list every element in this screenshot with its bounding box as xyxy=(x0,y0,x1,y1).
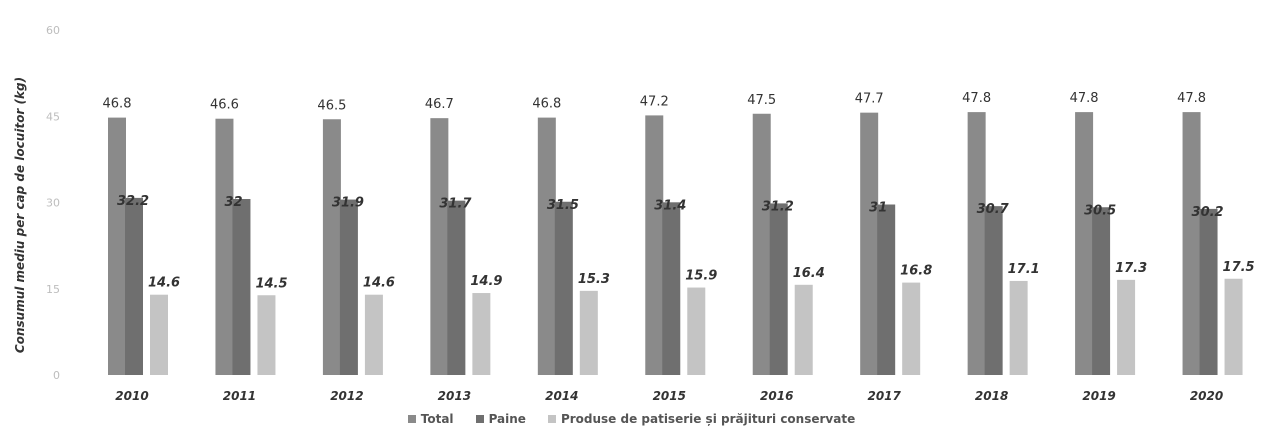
x-tick-label-2019: 2019 xyxy=(1082,389,1115,403)
bar-1-2018 xyxy=(984,206,1003,375)
legend-label-paine: Paine xyxy=(488,412,526,426)
data-label-2-2018: 17.1 xyxy=(1008,262,1040,277)
bar-2-2010 xyxy=(150,294,168,375)
bar-0-2016 xyxy=(752,113,771,375)
bar-1-2010 xyxy=(125,197,143,375)
data-label-2-2020: 17.5 xyxy=(1223,260,1255,275)
legend-item-total: Total xyxy=(407,412,454,426)
bar-1-2011 xyxy=(232,199,251,375)
y-tick-label-4: 60 xyxy=(46,24,60,37)
bar-2-2011 xyxy=(257,295,276,375)
bar-2-2017 xyxy=(902,282,921,375)
data-label-2-2019: 17.3 xyxy=(1115,261,1147,276)
data-label-1-2011: 32 xyxy=(224,195,242,210)
legend-item-paine: Paine xyxy=(475,412,526,426)
bar-2-2016 xyxy=(794,284,813,375)
data-label-0-2018: 47.8 xyxy=(962,91,991,106)
bar-0-2018 xyxy=(967,112,986,375)
data-label-1-2016: 31.2 xyxy=(762,199,794,214)
data-label-1-2019: 30.5 xyxy=(1084,203,1116,218)
legend-swatch-paine xyxy=(475,415,484,423)
data-label-0-2011: 46.6 xyxy=(210,98,239,113)
x-tick-label-2011: 2011 xyxy=(223,389,256,403)
y-axis-ticks: 0 15 30 45 60 xyxy=(46,24,60,382)
bar-2-2018 xyxy=(1009,280,1028,375)
bar-1-2013 xyxy=(447,200,466,375)
data-label-0-2012: 46.5 xyxy=(317,98,346,113)
data-label-0-2014: 46.8 xyxy=(532,97,561,112)
bar-0-2011 xyxy=(215,118,234,375)
bar-0-2010 xyxy=(108,117,126,375)
data-label-1-2010: 32.2 xyxy=(117,194,149,209)
data-label-0-2016: 47.5 xyxy=(747,93,776,108)
x-tick-label-2018: 2018 xyxy=(975,389,1008,403)
data-label-0-2020: 47.8 xyxy=(1177,91,1206,106)
bar-chart: Consumul mediu per cap de locuitor (kg) … xyxy=(13,24,1255,403)
legend-label-total: Total xyxy=(420,412,454,426)
bar-0-2019 xyxy=(1075,112,1094,375)
bar-1-2012 xyxy=(339,199,358,375)
y-tick-label-0: 0 xyxy=(53,369,60,382)
data-label-0-2015: 47.2 xyxy=(640,94,669,109)
bars-group xyxy=(108,112,1243,376)
legend-label-patiserie: Produse de patiserie și prăjituri conser… xyxy=(560,412,856,426)
legend: Total Paine Produse de patiserie și prăj… xyxy=(0,412,1263,426)
x-tick-label-2014: 2014 xyxy=(545,389,578,403)
y-tick-label-1: 15 xyxy=(46,283,60,296)
x-tick-label-2016: 2016 xyxy=(760,389,793,403)
data-labels-group: 46.8 32.2 14.6 46.6 32 14.5 46.5 31.9 14.6 46.7 31… xyxy=(103,91,1255,291)
x-tick-label-2017: 2017 xyxy=(867,389,901,403)
bar-1-2014 xyxy=(554,201,573,375)
bar-2-2014 xyxy=(579,290,598,375)
data-label-1-2015: 31.4 xyxy=(654,198,686,213)
data-label-1-2017: 31 xyxy=(869,201,887,216)
data-label-2-2013: 14.9 xyxy=(470,274,502,289)
legend-item-patiserie: Produse de patiserie și prăjituri conser… xyxy=(547,412,856,426)
legend-swatch-patiserie xyxy=(547,415,556,423)
x-tick-label-2013: 2013 xyxy=(438,389,471,403)
bar-1-2020 xyxy=(1199,208,1218,375)
data-label-2-2011: 14.5 xyxy=(255,276,287,291)
x-tick-label-2010: 2010 xyxy=(115,389,148,403)
bar-1-2015 xyxy=(662,202,681,375)
data-label-1-2012: 31.9 xyxy=(332,196,364,211)
bar-1-2017 xyxy=(877,204,896,375)
bar-0-2017 xyxy=(860,112,879,376)
bar-0-2020 xyxy=(1182,112,1201,375)
bar-0-2014 xyxy=(537,117,556,375)
data-label-1-2014: 31.5 xyxy=(547,198,579,213)
data-label-1-2013: 31.7 xyxy=(439,197,472,212)
data-label-2-2010: 14.6 xyxy=(148,276,180,291)
x-tick-label-2012: 2012 xyxy=(330,389,363,403)
y-axis-label: Consumul mediu per cap de locuitor (kg) xyxy=(13,77,27,353)
bar-0-2013 xyxy=(430,118,449,376)
data-label-2-2016: 16.4 xyxy=(793,266,825,281)
data-label-0-2010: 46.8 xyxy=(103,97,132,112)
bar-0-2015 xyxy=(645,115,664,376)
y-tick-label-2: 30 xyxy=(46,197,60,210)
data-label-1-2020: 30.2 xyxy=(1192,205,1224,220)
data-label-0-2013: 46.7 xyxy=(425,97,454,112)
y-tick-label-3: 45 xyxy=(46,110,60,123)
data-label-1-2018: 30.7 xyxy=(977,202,1010,217)
data-label-2-2015: 15.9 xyxy=(685,269,717,284)
bar-2-2019 xyxy=(1117,279,1136,375)
data-label-0-2019: 47.8 xyxy=(1070,91,1099,106)
x-axis-ticks: 2010 2011 2012 2013 2014 2015 2016 2017 2018 2019… xyxy=(115,389,1223,403)
data-label-2-2012: 14.6 xyxy=(363,276,395,291)
data-label-0-2017: 47.7 xyxy=(855,92,884,107)
bar-2-2020 xyxy=(1224,278,1243,375)
data-label-2-2014: 15.3 xyxy=(578,272,610,287)
bar-2-2015 xyxy=(687,287,706,375)
bar-0-2012 xyxy=(322,119,341,375)
data-label-2-2017: 16.8 xyxy=(900,264,932,279)
x-tick-label-2015: 2015 xyxy=(653,389,686,403)
bar-1-2019 xyxy=(1092,207,1111,375)
x-tick-label-2020: 2020 xyxy=(1190,389,1223,403)
bar-1-2016 xyxy=(769,203,788,375)
legend-swatch-total xyxy=(407,415,416,423)
bar-2-2013 xyxy=(472,293,491,375)
bar-2-2012 xyxy=(364,294,383,375)
